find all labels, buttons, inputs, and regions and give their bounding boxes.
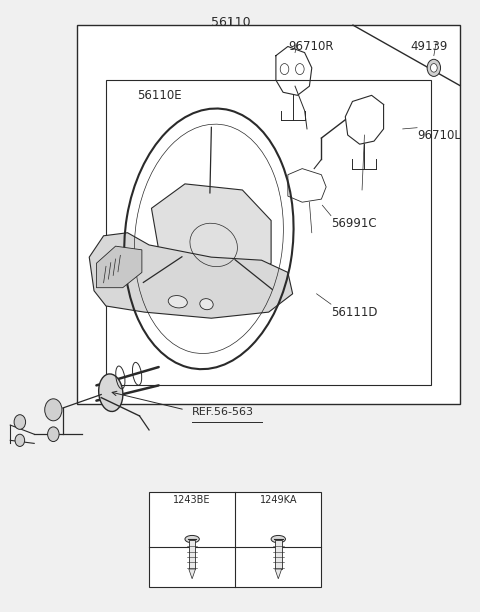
Text: 96710R: 96710R <box>288 40 334 53</box>
Polygon shape <box>189 569 195 579</box>
Bar <box>149 492 322 587</box>
Bar <box>275 540 282 569</box>
Ellipse shape <box>200 299 213 310</box>
Text: 49139: 49139 <box>411 40 448 53</box>
Polygon shape <box>96 246 142 288</box>
Bar <box>106 80 432 386</box>
Circle shape <box>14 415 25 430</box>
Text: 56991C: 56991C <box>331 217 377 231</box>
Bar <box>77 25 460 404</box>
Circle shape <box>15 435 24 446</box>
Text: 56110: 56110 <box>211 16 250 29</box>
Polygon shape <box>152 184 271 300</box>
Text: 1243BE: 1243BE <box>173 495 211 505</box>
Ellipse shape <box>99 374 123 411</box>
Text: 1249KA: 1249KA <box>260 495 297 505</box>
Text: 56110E: 56110E <box>137 89 182 102</box>
Circle shape <box>45 399 62 421</box>
Text: 56111D: 56111D <box>331 306 377 319</box>
Bar <box>189 540 195 569</box>
Ellipse shape <box>168 296 187 308</box>
Circle shape <box>48 427 59 441</box>
Text: 96710L: 96710L <box>417 129 461 142</box>
Ellipse shape <box>185 536 199 543</box>
Text: REF.56-563: REF.56-563 <box>192 407 254 417</box>
Ellipse shape <box>271 536 286 543</box>
Circle shape <box>427 59 441 76</box>
Polygon shape <box>275 569 282 579</box>
Polygon shape <box>89 233 293 318</box>
Circle shape <box>431 64 437 72</box>
